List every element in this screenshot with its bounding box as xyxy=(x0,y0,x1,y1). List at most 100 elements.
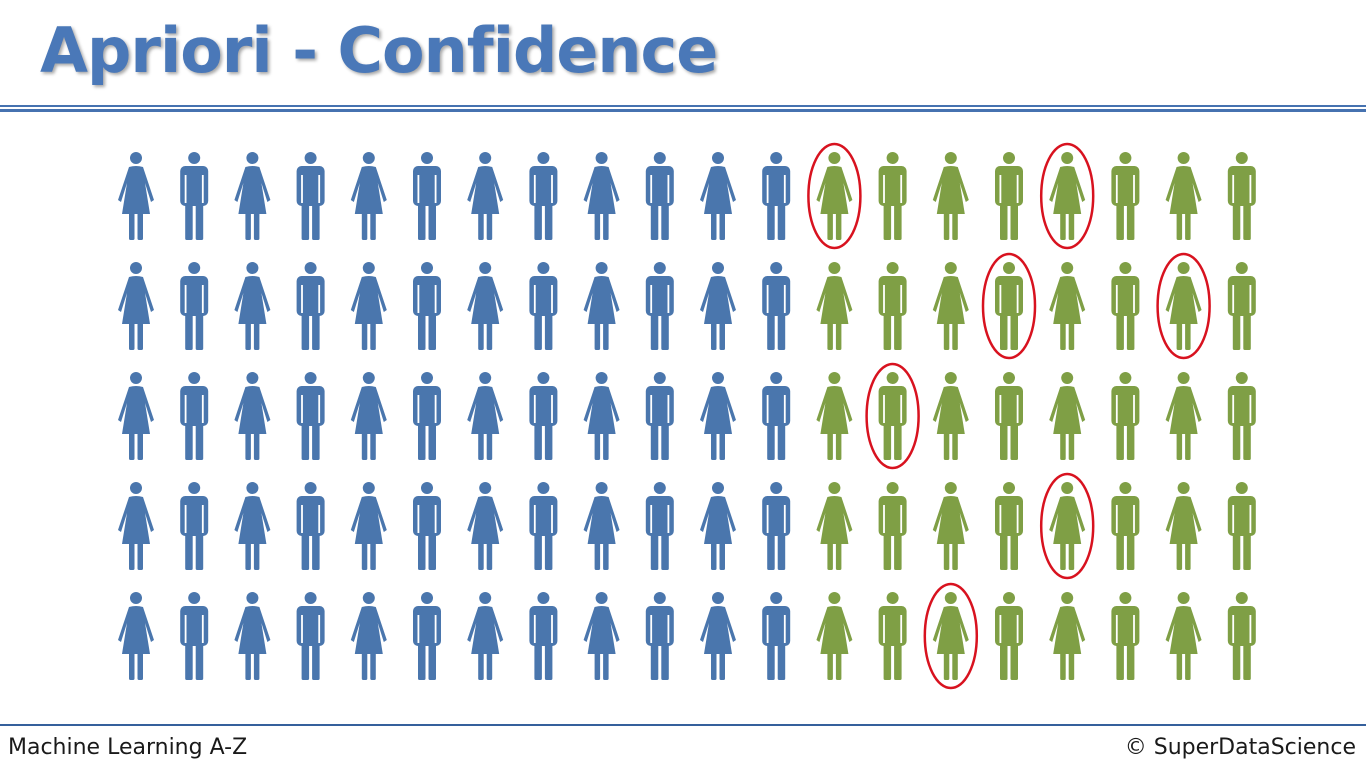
person-blue-male-icon xyxy=(645,482,674,570)
person-blue-male-icon xyxy=(762,372,791,460)
person-blue-male-icon xyxy=(296,372,325,460)
person-blue-male-icon xyxy=(645,262,674,350)
person-blue-female-icon xyxy=(700,262,736,350)
person-green-female-icon xyxy=(816,592,853,680)
person-blue-female-icon xyxy=(350,482,387,570)
person-green-male-icon xyxy=(878,372,907,460)
person-green-male-icon xyxy=(1227,372,1256,460)
footer-course-name: Machine Learning A-Z xyxy=(8,735,248,760)
person-green-female-icon xyxy=(932,372,969,460)
person-blue-male-icon xyxy=(413,152,441,240)
person-green-male-icon xyxy=(1111,482,1140,570)
person-blue-female-icon xyxy=(118,262,154,350)
person-blue-female-icon xyxy=(583,262,620,350)
person-green-male-icon xyxy=(878,482,907,570)
person-green-female-icon xyxy=(816,482,853,570)
person-blue-male-icon xyxy=(762,262,791,350)
person-blue-female-icon xyxy=(467,262,504,350)
person-blue-male-icon xyxy=(413,262,441,350)
person-blue-female-icon xyxy=(467,152,504,240)
person-blue-male-icon xyxy=(296,152,325,240)
person-blue-female-icon xyxy=(234,592,271,680)
person-green-female-icon xyxy=(1165,592,1202,680)
person-green-male-icon xyxy=(1111,152,1140,240)
person-green-female-icon xyxy=(1165,372,1202,460)
person-green-male-icon xyxy=(1227,482,1256,570)
person-blue-female-icon xyxy=(350,152,387,240)
highlight-circle xyxy=(807,142,862,250)
person-blue-male-icon xyxy=(296,262,325,350)
person-green-male-icon xyxy=(878,592,907,680)
highlight-circle xyxy=(981,252,1037,360)
person-blue-female-icon xyxy=(118,152,154,240)
footer-divider xyxy=(0,724,1366,726)
person-blue-male-icon xyxy=(413,372,441,460)
person-green-female-icon xyxy=(932,482,969,570)
person-blue-female-icon xyxy=(700,592,736,680)
person-blue-male-icon xyxy=(529,482,558,570)
person-blue-female-icon xyxy=(583,592,620,680)
person-green-female-icon xyxy=(932,152,969,240)
person-blue-male-icon xyxy=(180,262,209,350)
person-blue-female-icon xyxy=(350,592,387,680)
person-green-male-icon xyxy=(1111,592,1140,680)
person-blue-male-icon xyxy=(180,372,209,460)
person-blue-female-icon xyxy=(118,482,154,570)
person-green-male-icon xyxy=(995,262,1023,350)
person-blue-female-icon xyxy=(234,262,271,350)
person-green-female-icon xyxy=(1165,262,1202,350)
person-blue-male-icon xyxy=(529,372,558,460)
person-green-female-icon xyxy=(1049,372,1086,460)
person-green-male-icon xyxy=(1227,152,1256,240)
person-blue-female-icon xyxy=(583,152,620,240)
person-blue-female-icon xyxy=(234,372,271,460)
person-blue-male-icon xyxy=(180,592,209,680)
person-blue-female-icon xyxy=(234,152,271,240)
person-green-female-icon xyxy=(816,262,853,350)
person-blue-female-icon xyxy=(583,482,620,570)
person-blue-male-icon xyxy=(180,482,209,570)
person-green-female-icon xyxy=(816,372,853,460)
person-blue-male-icon xyxy=(180,152,209,240)
highlight-circle xyxy=(1156,252,1211,360)
person-blue-male-icon xyxy=(762,152,791,240)
person-blue-male-icon xyxy=(762,482,791,570)
person-green-male-icon xyxy=(1227,262,1256,350)
highlight-circle xyxy=(865,362,920,470)
person-green-male-icon xyxy=(1111,262,1140,350)
person-blue-female-icon xyxy=(700,482,736,570)
person-green-female-icon xyxy=(932,592,969,680)
person-green-female-icon xyxy=(1049,152,1086,240)
footer-copyright: © SuperDataScience xyxy=(1124,735,1356,760)
person-blue-female-icon xyxy=(467,482,504,570)
person-blue-female-icon xyxy=(118,372,154,460)
person-green-male-icon xyxy=(878,152,907,240)
person-green-female-icon xyxy=(932,262,969,350)
person-green-female-icon xyxy=(1049,592,1086,680)
person-green-male-icon xyxy=(995,592,1023,680)
highlight-circle xyxy=(1039,472,1095,580)
person-blue-male-icon xyxy=(413,482,441,570)
person-blue-male-icon xyxy=(529,592,558,680)
person-green-male-icon xyxy=(995,152,1023,240)
person-blue-female-icon xyxy=(350,262,387,350)
person-blue-female-icon xyxy=(467,592,504,680)
slide-title: Apriori - Confidence xyxy=(40,14,718,87)
highlight-circle xyxy=(1039,142,1095,250)
person-blue-male-icon xyxy=(645,372,674,460)
person-green-female-icon xyxy=(1049,262,1086,350)
person-blue-male-icon xyxy=(645,592,674,680)
person-blue-female-icon xyxy=(700,152,736,240)
person-blue-male-icon xyxy=(529,262,558,350)
person-green-male-icon xyxy=(1227,592,1256,680)
person-blue-female-icon xyxy=(118,592,154,680)
title-divider xyxy=(0,105,1366,112)
person-blue-female-icon xyxy=(467,372,504,460)
person-green-male-icon xyxy=(1111,372,1140,460)
person-blue-male-icon xyxy=(296,482,325,570)
person-blue-female-icon xyxy=(234,482,271,570)
person-green-male-icon xyxy=(878,262,907,350)
person-blue-female-icon xyxy=(583,372,620,460)
person-blue-male-icon xyxy=(762,592,791,680)
